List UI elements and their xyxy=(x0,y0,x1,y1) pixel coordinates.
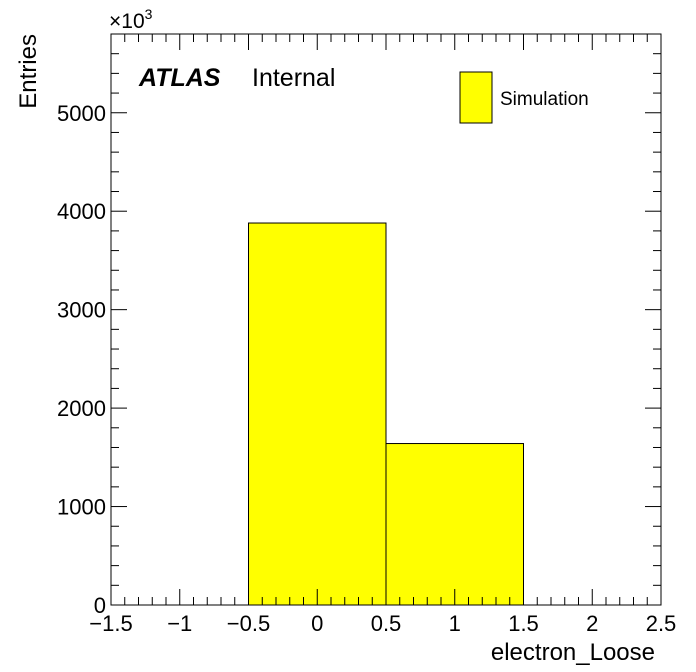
bars-layer xyxy=(248,222,524,606)
x-tick-label: 0 xyxy=(311,611,323,636)
legend-swatch xyxy=(459,71,493,124)
y-tick-label: 1000 xyxy=(57,495,106,520)
x-tick-label: 2.5 xyxy=(646,611,677,636)
y-tick-label: 5000 xyxy=(57,101,106,126)
x-tick-label: −0.5 xyxy=(227,611,270,636)
histogram-bar-0 xyxy=(248,222,387,606)
y-tick-label: 4000 xyxy=(57,199,106,224)
internal-label: Internal xyxy=(252,64,335,92)
y-tick-label: 2000 xyxy=(57,396,106,421)
legend-label: Simulation xyxy=(500,89,589,110)
y-tick-label: 3000 xyxy=(57,298,106,323)
y-axis-title: Entries xyxy=(15,34,42,109)
y-multiplier: ×103 xyxy=(109,6,153,33)
x-tick-label: 1 xyxy=(449,611,461,636)
ticks-layer xyxy=(110,33,662,606)
legend: Simulation xyxy=(459,71,589,124)
x-tick-label: −1 xyxy=(167,611,192,636)
x-tick-label: −1.5 xyxy=(89,611,132,636)
x-axis-title: electron_Loose xyxy=(491,639,655,666)
histogram-bar-1 xyxy=(385,443,524,606)
atlas-label: ATLAS xyxy=(138,64,221,92)
tick-labels-layer: −1.5 −1 −0.5 0 0.5 1 1.5 2 2.5 0 1000 2000 3000 4000 5… xyxy=(57,101,676,636)
x-tick-label: 1.5 xyxy=(508,611,539,636)
y-tick-label: 0 xyxy=(94,593,106,618)
x-tick-label: 0.5 xyxy=(371,611,402,636)
x-tick-label: 2 xyxy=(586,611,598,636)
